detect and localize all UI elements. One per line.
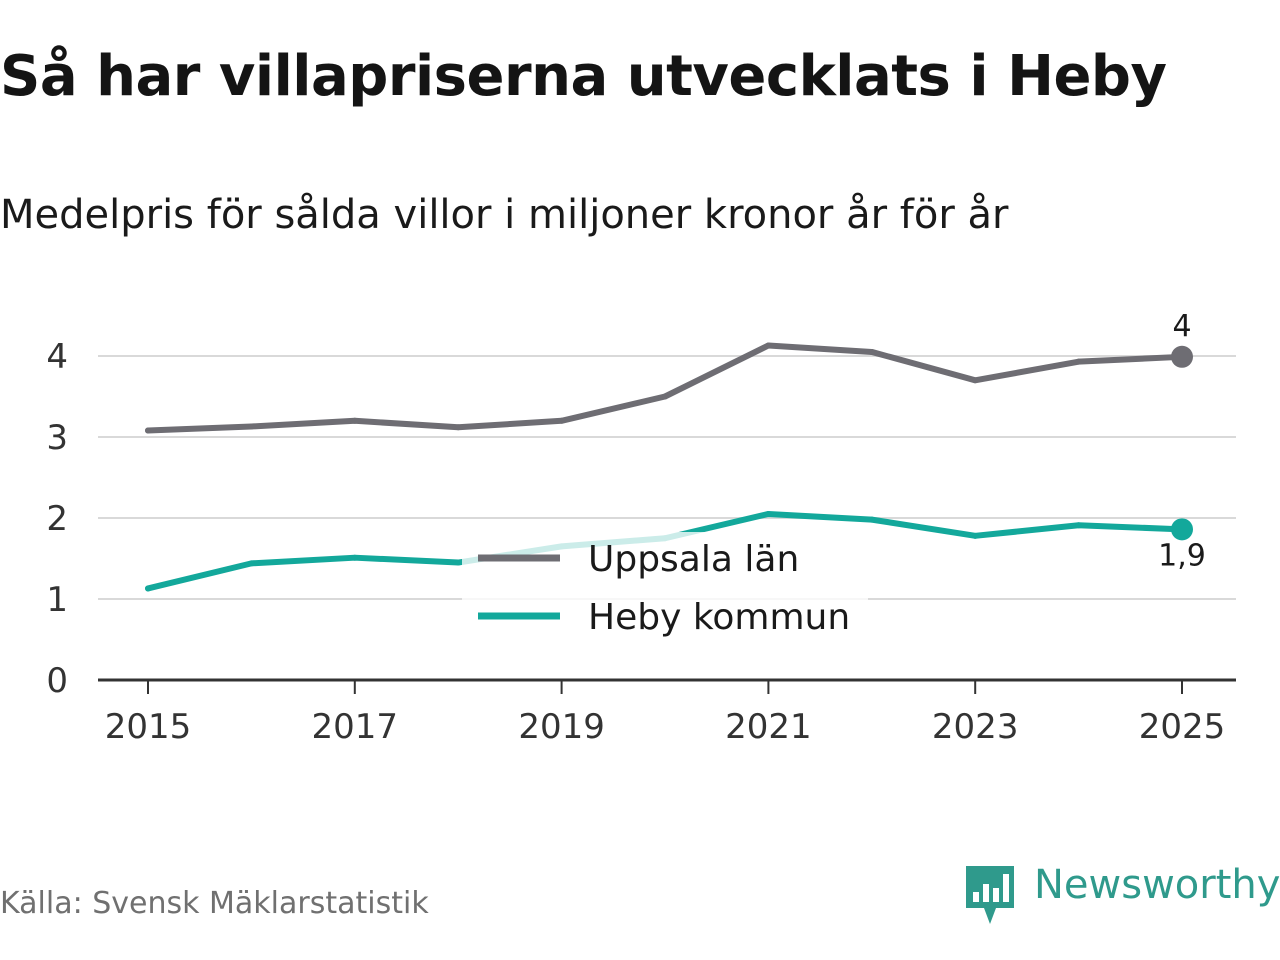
data-point-heby-2016 [248, 560, 255, 567]
data-point-uppsala-2021 [765, 342, 772, 349]
y-tick-label-1: 1 [46, 580, 68, 620]
brand-name: Newsworthy [1034, 862, 1280, 908]
data-point-uppsala-2023 [972, 377, 979, 384]
series-line-uppsala [145, 342, 1185, 434]
data-point-heby-2018 [455, 559, 462, 566]
data-point-heby-2017 [351, 554, 358, 561]
end-label-heby: 1,9 [1158, 538, 1206, 573]
data-point-uppsala-2017 [351, 417, 358, 424]
data-point-uppsala-2024 [1075, 358, 1082, 365]
y-tick-label-2: 2 [46, 499, 68, 539]
x-tick-label-2019: 2019 [518, 707, 605, 747]
data-point-heby-2023 [972, 532, 979, 539]
x-tick-label-2025: 2025 [1139, 707, 1226, 747]
legend-box [462, 532, 868, 644]
data-point-heby-2015 [145, 585, 151, 592]
x-tick-label-2015: 2015 [105, 707, 192, 747]
y-tick-label-0: 0 [46, 661, 68, 701]
source-note: Källa: Svensk Mäklarstatistik [0, 886, 429, 921]
x-tick-label-2023: 2023 [932, 707, 1019, 747]
x-tick-label-2021: 2021 [725, 707, 812, 747]
data-point-heby-2024 [1075, 522, 1082, 529]
data-point-uppsala-2022 [868, 348, 875, 355]
data-point-uppsala-2018 [455, 424, 462, 431]
newsworthy-logo-icon [966, 866, 1014, 924]
y-tick-label-3: 3 [46, 418, 68, 458]
chart-title: Så har villapriserna utvecklats i Heby [0, 44, 1167, 109]
data-point-heby-2021 [765, 510, 772, 517]
y-tick-label-4: 4 [46, 337, 68, 377]
legend-label-heby: Heby kommun [588, 597, 850, 638]
x-tick-label-2017: 2017 [312, 707, 399, 747]
data-point-uppsala-2015 [145, 427, 151, 434]
data-point-heby-2022 [868, 516, 875, 523]
data-point-uppsala-2019 [558, 417, 565, 424]
legend-label-uppsala: Uppsala län [588, 539, 799, 580]
data-point-uppsala-2020 [662, 393, 668, 400]
data-point-uppsala-2016 [248, 423, 255, 430]
end-marker-uppsala [1171, 345, 1193, 368]
end-label-uppsala: 4 [1172, 309, 1191, 344]
chart-subtitle: Medelpris för sålda villor i miljoner kr… [0, 192, 1009, 238]
end-marker-heby [1171, 518, 1193, 541]
